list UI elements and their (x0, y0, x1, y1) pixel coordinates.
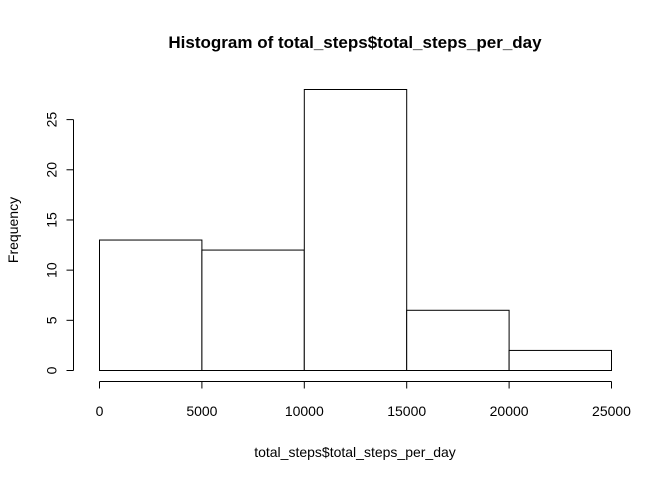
y-tick-label-1: 5 (44, 316, 60, 324)
bars-group (99, 89, 613, 371)
y-tick-label-2: 10 (44, 262, 60, 278)
x-tick-label-5: 25000 (592, 403, 631, 419)
x-tick-label-0: 0 (96, 403, 104, 419)
x-tick-label-3: 15000 (387, 403, 426, 419)
y-axis-label: Frequency (5, 197, 21, 263)
y-tick-label-3: 15 (44, 212, 60, 228)
histogram-bar-2 (303, 89, 408, 371)
histogram-bar-1 (201, 249, 305, 371)
x-axis: 0 5000 10000 15000 20000 25000 (96, 381, 631, 419)
x-tick-label-4: 20000 (490, 403, 529, 419)
histogram-bar-0 (99, 239, 203, 371)
y-axis: 0 5 10 15 20 25 (44, 112, 74, 374)
x-tick-label-2: 10000 (285, 403, 324, 419)
histogram-bar-4 (508, 349, 613, 371)
histogram-bar-3 (406, 309, 510, 371)
x-tick-label-1: 5000 (186, 403, 217, 419)
y-tick-label-4: 20 (44, 162, 60, 178)
x-axis-label: total_steps$total_steps_per_day (254, 444, 456, 460)
y-tick-label-0: 0 (44, 366, 60, 374)
chart-title: Histogram of total_steps$total_steps_per… (168, 33, 542, 52)
y-tick-label-5: 25 (44, 112, 60, 128)
